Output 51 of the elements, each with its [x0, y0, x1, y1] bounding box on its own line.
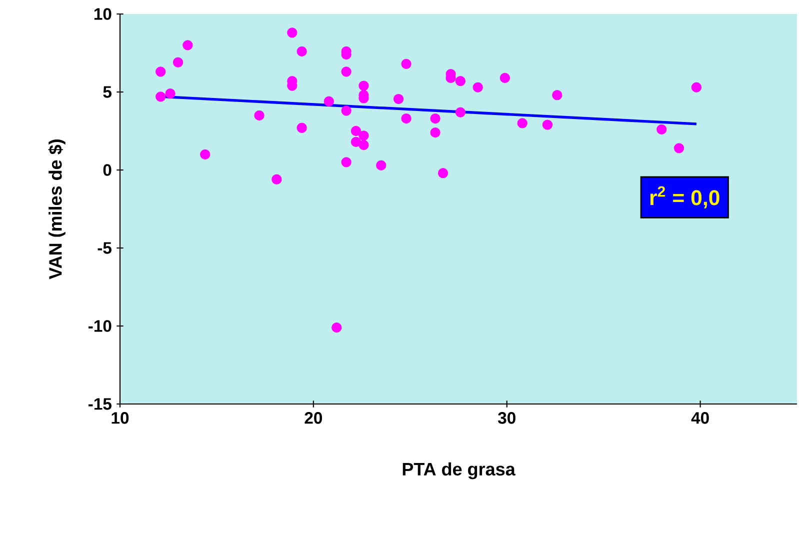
y-tick-label: 5 — [103, 86, 112, 98]
y-tick-label: -10 — [88, 320, 112, 332]
point — [358, 80, 369, 91]
point — [401, 113, 412, 124]
point — [455, 76, 466, 86]
point — [401, 58, 412, 69]
point — [172, 57, 184, 68]
x-tick-label: 20 — [304, 412, 322, 424]
y-tick-label: -15 — [88, 398, 112, 410]
point — [430, 127, 440, 138]
y-axis-title: VAN (miles de $) — [48, 140, 66, 280]
point — [350, 136, 362, 147]
point — [358, 140, 369, 150]
point — [182, 40, 193, 50]
point — [552, 90, 562, 100]
point — [272, 174, 282, 184]
point — [393, 94, 404, 104]
point — [341, 66, 352, 77]
point — [296, 122, 307, 133]
point — [341, 106, 352, 116]
point — [430, 113, 440, 124]
point — [455, 107, 466, 118]
point — [200, 149, 210, 160]
point — [332, 322, 342, 333]
x-tick-label: 10 — [112, 412, 129, 424]
point — [517, 118, 528, 128]
point — [656, 124, 667, 135]
point — [376, 160, 386, 170]
point — [287, 28, 298, 38]
y-tick-label: 0 — [103, 164, 112, 176]
point — [691, 82, 702, 92]
point — [165, 88, 176, 99]
point — [254, 110, 264, 120]
x-tick-label: 30 — [498, 412, 516, 424]
point — [542, 120, 553, 130]
y-tick-label: -5 — [98, 242, 112, 254]
point — [324, 96, 334, 106]
point — [500, 72, 510, 84]
point — [341, 157, 352, 168]
point — [472, 82, 483, 92]
annotation: r$^{2}$ = 0,0 — [650, 186, 720, 208]
point — [674, 143, 684, 154]
point — [156, 66, 166, 77]
point — [296, 46, 307, 57]
point — [438, 168, 448, 178]
point — [358, 130, 369, 141]
x-axis-title: PTA de grasa — [402, 462, 516, 480]
y-tick-label: 10 — [94, 8, 112, 20]
x-tick-label: 40 — [691, 412, 709, 424]
point — [156, 92, 166, 102]
point — [350, 126, 362, 136]
